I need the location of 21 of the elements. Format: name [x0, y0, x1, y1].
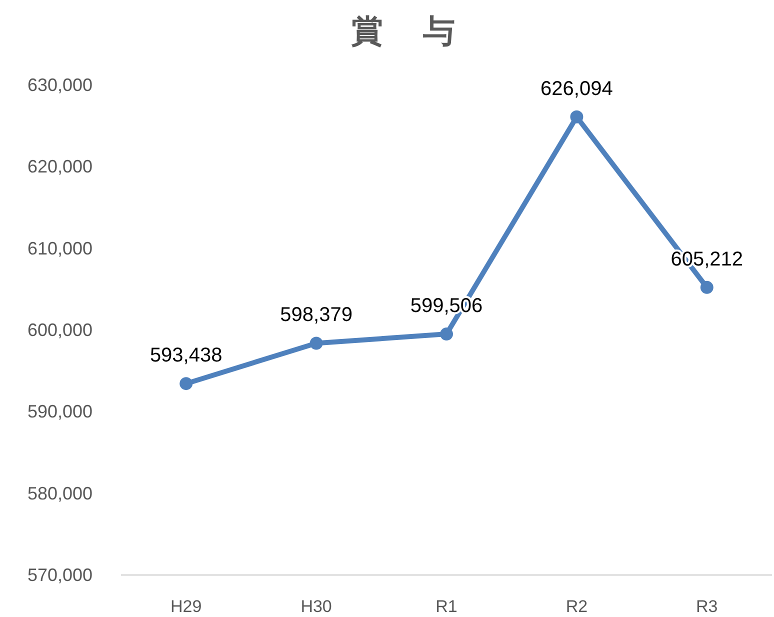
point — [180, 377, 193, 390]
x-tick-label: R2 — [566, 597, 588, 616]
point — [570, 110, 584, 124]
data-label: 598,379 — [280, 304, 352, 326]
y-tick-label: 610,000 — [27, 238, 93, 258]
x-tick-label: R3 — [696, 597, 718, 616]
data-label: 593,438 — [150, 344, 222, 367]
point — [440, 328, 453, 341]
y-tick-label: 630,000 — [27, 75, 93, 95]
x-tick-label: R1 — [436, 597, 458, 616]
x-tick-label: H30 — [300, 597, 332, 616]
y-tick-label: 620,000 — [27, 156, 93, 177]
y-tick-label: 580,000 — [27, 483, 93, 504]
data-label: 626,094 — [540, 78, 613, 100]
y-tick-label: 570,000 — [27, 565, 93, 585]
point — [310, 336, 323, 350]
y-tick-label: 590,000 — [27, 402, 93, 422]
point — [700, 280, 714, 294]
chart-title: 賞 与 — [351, 13, 459, 49]
x-tick-label: H29 — [170, 597, 202, 616]
y-tick-label: 600,000 — [27, 320, 93, 340]
